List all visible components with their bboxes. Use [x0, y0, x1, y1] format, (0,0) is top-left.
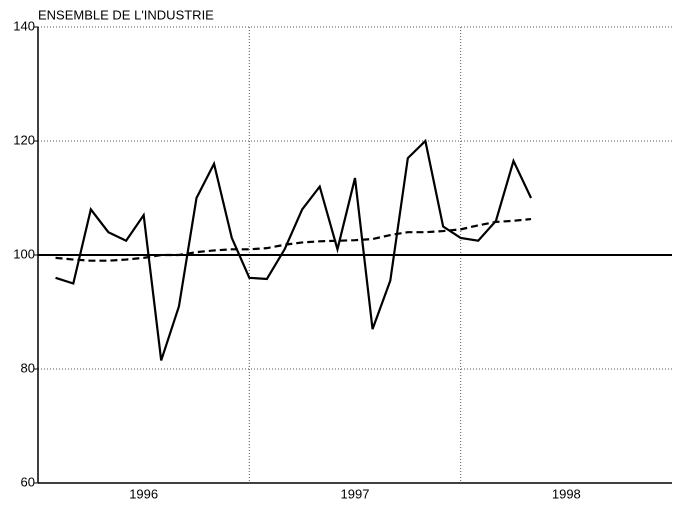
series-line	[55, 217, 532, 262]
y-tick-label: 140	[13, 18, 35, 33]
x-tick-label: 1996	[129, 486, 158, 501]
y-tick-label: 80	[21, 360, 35, 375]
y-tick-label: 60	[21, 474, 35, 489]
x-tick-label: 1998	[552, 486, 581, 501]
y-tick-label: 100	[13, 246, 35, 261]
chart-title: ENSEMBLE DE L'INDUSTRIE	[38, 7, 214, 22]
x-tick-label: 1997	[341, 486, 370, 501]
series-line	[55, 138, 533, 361]
y-tick-label: 120	[13, 132, 35, 147]
